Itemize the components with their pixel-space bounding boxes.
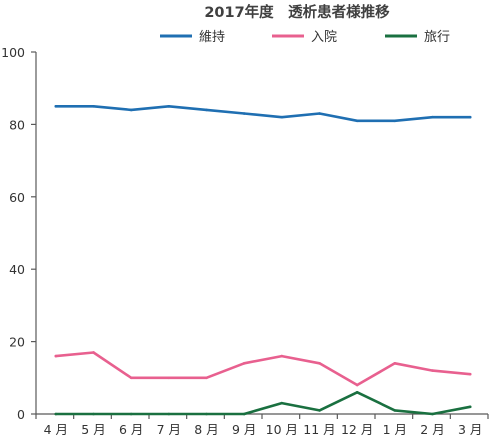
data-point	[167, 412, 171, 416]
series-line-2	[54, 351, 472, 387]
y-tick-label: 60	[9, 190, 25, 205]
data-point	[54, 105, 58, 108]
x-tick-label: 10 月	[266, 422, 298, 437]
data-point	[431, 115, 434, 119]
data-point	[129, 108, 133, 112]
x-tick-label: 11 月	[303, 422, 335, 437]
data-point	[205, 412, 208, 416]
x-tick-label: 1 月	[383, 422, 407, 437]
legend: 維持 入院 旅行	[160, 30, 450, 45]
data-point	[92, 412, 95, 416]
data-point	[431, 412, 434, 416]
data-point	[318, 409, 321, 412]
data-point	[355, 383, 359, 387]
legend-label: 維持	[199, 30, 225, 45]
data-point	[393, 362, 397, 365]
data-point	[355, 390, 359, 394]
series-line-3	[54, 390, 472, 416]
data-point	[242, 412, 246, 416]
data-point	[92, 105, 95, 108]
x-tick-label: 9 月	[232, 422, 256, 437]
data-point	[129, 412, 133, 416]
data-point	[92, 351, 95, 354]
chart-title: 2017年度 透析患者様推移	[204, 3, 390, 21]
data-point	[54, 354, 58, 358]
data-point	[280, 401, 284, 405]
x-tick-label: 6 月	[119, 422, 143, 437]
data-point	[393, 119, 397, 123]
data-point	[129, 376, 133, 380]
data-point	[431, 369, 434, 372]
x-tick-label: 4 月	[44, 422, 68, 437]
legend-item-1: 維持	[160, 30, 225, 45]
y-tick-label: 100	[1, 45, 25, 60]
legend-label: 入院	[311, 30, 337, 45]
legend-item-3: 旅行	[385, 30, 450, 45]
series-line-1	[54, 105, 472, 123]
data-point	[242, 362, 246, 365]
data-point	[280, 115, 284, 119]
y-tick-label: 80	[9, 117, 25, 132]
x-tick-label: 5 月	[81, 422, 105, 437]
x-tick-label: 8 月	[194, 422, 218, 437]
legend-label: 旅行	[424, 30, 450, 45]
x-tick-label: 3 月	[458, 422, 482, 437]
legend-item-2: 入院	[272, 30, 337, 45]
x-tick-label: 12 月	[341, 422, 373, 437]
data-point	[355, 119, 359, 123]
y-tick-label: 20	[9, 335, 25, 350]
data-point	[205, 376, 208, 380]
data-point	[318, 112, 321, 115]
data-point	[205, 108, 208, 112]
data-point	[242, 112, 246, 115]
data-point	[468, 405, 472, 409]
data-point	[468, 372, 472, 376]
x-tick-label: 7 月	[157, 422, 181, 437]
data-point	[318, 362, 321, 365]
y-tick-label: 0	[17, 407, 25, 422]
series-layer	[54, 105, 472, 416]
x-axis: 4 月 5 月 6 月 7 月 8 月 9 月 10 月 11 月 12 月 1 月 2 月 3 月	[35, 413, 489, 437]
data-point	[280, 354, 284, 358]
x-tick-label: 2 月	[420, 422, 444, 437]
data-point	[468, 115, 472, 119]
data-point	[393, 409, 397, 412]
data-point	[54, 412, 58, 416]
y-tick-label: 40	[9, 262, 25, 277]
data-point	[167, 376, 171, 380]
y-axis: 0 20 40 60 80 100	[1, 45, 37, 422]
data-point	[167, 105, 171, 108]
